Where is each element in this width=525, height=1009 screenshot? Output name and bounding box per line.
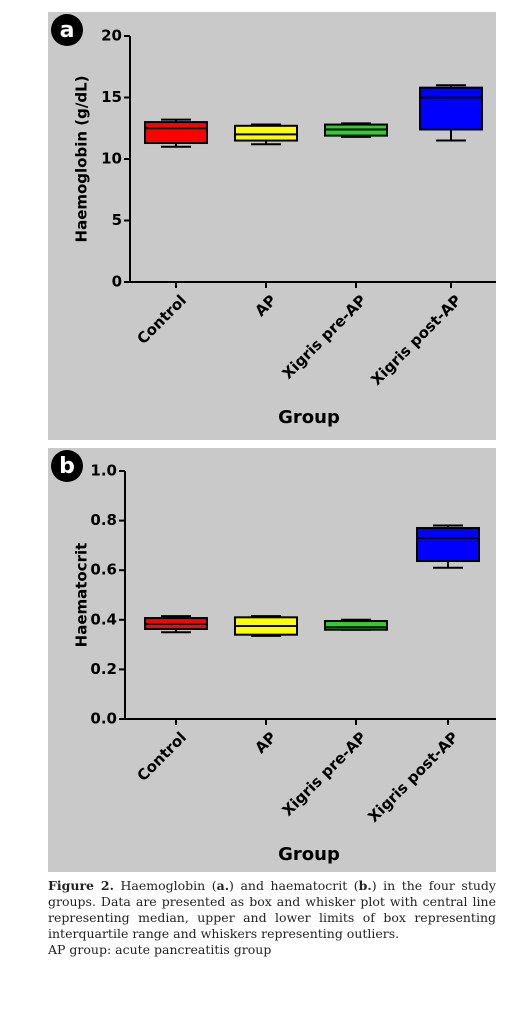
y-tick-label: 20 bbox=[101, 27, 122, 45]
y-tick-label: 0.8 bbox=[90, 511, 117, 529]
y-tick-label: 0.2 bbox=[90, 660, 117, 678]
caption: Figure 2. Haemoglobin (a.) and haematocr… bbox=[48, 878, 496, 958]
box bbox=[144, 121, 208, 145]
caption-note: AP group: acute pancreatitis group bbox=[48, 942, 272, 957]
y-tick-label: 0.4 bbox=[90, 610, 117, 628]
caption-segment: Haemoglobin ( bbox=[113, 878, 217, 893]
box bbox=[416, 527, 480, 563]
y-tick-label: 10 bbox=[101, 150, 122, 168]
x-axis-label: Group bbox=[278, 844, 340, 865]
y-tick-label: 5 bbox=[112, 211, 122, 229]
box bbox=[234, 124, 298, 142]
panel-background bbox=[48, 12, 496, 440]
panel-badge bbox=[51, 14, 83, 46]
y-tick-label: 0.0 bbox=[90, 710, 117, 728]
y-tick-label: 1.0 bbox=[90, 462, 117, 480]
panel-letter: b bbox=[59, 454, 75, 479]
caption-text: Figure 2. Haemoglobin (a.) and haematocr… bbox=[48, 878, 496, 942]
y-tick-label: 0 bbox=[112, 273, 122, 291]
caption-segment: Figure 2. bbox=[48, 878, 114, 893]
y-tick-label: 15 bbox=[101, 88, 122, 106]
y-axis-label: Haemoglobin (g/dL) bbox=[73, 76, 91, 243]
caption-segment: b. bbox=[358, 878, 372, 893]
box bbox=[324, 620, 388, 631]
box bbox=[419, 86, 483, 131]
panel-badge bbox=[51, 450, 83, 482]
y-axis-label: Haematocrit bbox=[73, 543, 91, 648]
caption-segment: ) and haematocrit ( bbox=[229, 878, 359, 893]
caption-segment: a. bbox=[216, 878, 230, 893]
panel-background bbox=[48, 448, 496, 872]
panel-letter: a bbox=[60, 18, 75, 43]
x-axis-label: Group bbox=[278, 407, 340, 428]
y-tick-label: 0.6 bbox=[90, 561, 117, 579]
caption-segment: ) in the four study groups. Data are pre… bbox=[48, 878, 496, 941]
